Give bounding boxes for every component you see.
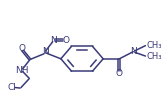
Text: CH₃: CH₃	[146, 52, 162, 61]
Text: N: N	[42, 47, 49, 56]
Text: Cl: Cl	[7, 83, 16, 92]
Text: CH₃: CH₃	[146, 41, 162, 50]
Text: O: O	[63, 36, 70, 45]
Text: O: O	[116, 69, 123, 78]
Text: O: O	[18, 44, 25, 53]
Text: N: N	[130, 47, 137, 56]
Text: NH: NH	[15, 66, 29, 75]
Text: N: N	[50, 36, 57, 45]
